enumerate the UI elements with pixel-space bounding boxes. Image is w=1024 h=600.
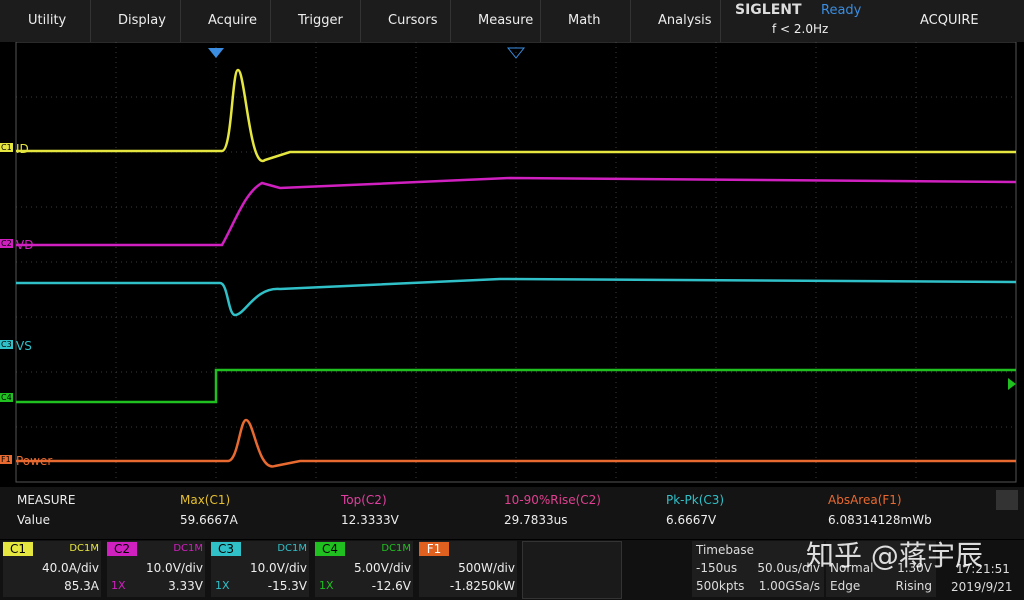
trace-c1 xyxy=(16,68,1016,162)
timebase-points: 500kpts xyxy=(696,579,745,593)
grid-border xyxy=(15,42,1017,483)
brand: SIGLENT xyxy=(735,2,802,18)
cursor-pad xyxy=(522,541,622,599)
trace-c3 xyxy=(16,277,1017,317)
channel-probe: 1X xyxy=(215,579,230,592)
watermark: 知乎 @蒋宇辰 xyxy=(806,539,983,572)
trace-c4 xyxy=(16,368,1016,404)
measure-name: 10-90%Rise(C2) xyxy=(504,493,601,507)
trigger-level: 1.30V xyxy=(897,561,932,575)
channel-scale: 40.0A/div xyxy=(41,561,99,575)
trace-label: ID xyxy=(16,142,29,156)
menu-divider xyxy=(274,0,361,42)
menu-item[interactable]: Display xyxy=(118,13,166,28)
channel-coupling: DC1M xyxy=(277,543,307,554)
channel-coupling: DC1M xyxy=(381,543,411,554)
trace-marker: F1 xyxy=(0,455,12,464)
trace-f1 xyxy=(16,418,1016,468)
trace-label: Power xyxy=(16,454,53,468)
channel-box[interactable]: F1 500W/div -1.8250kW xyxy=(419,541,517,597)
trigger-type: Edge xyxy=(830,579,861,593)
menu-divider xyxy=(544,0,631,42)
channel-coupling: DC1M xyxy=(69,543,99,554)
channel-offset: -15.3V xyxy=(267,579,307,593)
channel-name: C1 xyxy=(3,542,33,556)
waveform-screen xyxy=(15,42,1017,483)
menu-item[interactable]: Analysis xyxy=(658,13,712,28)
measure-value: 6.08314128mWb xyxy=(828,513,932,527)
trigger-level xyxy=(1008,378,1016,390)
timebase-title: Timebase xyxy=(696,543,754,557)
channel-name: C4 xyxy=(315,542,345,556)
channel-scale: 5.00V/div xyxy=(353,561,411,575)
trace-marker: C2 xyxy=(0,239,13,248)
channel-coupling: DC1M xyxy=(173,543,203,554)
menu-divider xyxy=(184,0,271,42)
menu-item[interactable]: Trigger xyxy=(298,13,343,28)
close-button[interactable] xyxy=(996,490,1018,510)
measure-value: 12.3333V xyxy=(341,513,399,527)
menu-item[interactable]: Utility xyxy=(28,13,67,28)
trigger-position xyxy=(208,48,224,58)
menu-divider xyxy=(364,0,451,42)
timebase-scale: 50.0us/div xyxy=(757,561,820,575)
menu-bar: Utility Display Acquire Trigger Cursors Measu… xyxy=(0,0,1024,42)
delay-marker xyxy=(506,47,526,59)
trigger-box[interactable]: Normal 1.30V Edge Rising xyxy=(826,541,936,597)
menu-divider xyxy=(94,0,181,42)
menu-divider xyxy=(454,0,541,42)
menu-item[interactable]: Math xyxy=(568,13,601,28)
channel-probe: 1X xyxy=(111,579,126,592)
trigger-mode: Normal xyxy=(830,561,874,575)
measure-name: Pk-Pk(C3) xyxy=(666,493,725,507)
timebase-box[interactable]: Timebase -150us 50.0us/div 500kpts 1.00GSa/s xyxy=(692,541,824,597)
channel-name: C3 xyxy=(211,542,241,556)
menu-item[interactable]: Cursors xyxy=(388,13,438,28)
measure-panel: MEASURE Value Max(C1) 59.6667A Top(C2) 12.333… xyxy=(0,487,1024,539)
trace-marker: C3 xyxy=(0,340,13,349)
channel-box[interactable]: C2 DC1M 10.0V/div 1X 3.33V xyxy=(107,541,205,597)
channel-offset: 85.3A xyxy=(64,579,99,593)
channel-scale: 10.0V/div xyxy=(145,561,203,575)
measure-value: 29.7833us xyxy=(504,513,568,527)
status-bar: C1 DC1M 40.0A/div 85.3A C2 DC1M 10.0V/div 1X 3.3… xyxy=(0,540,1024,600)
channel-name: C2 xyxy=(107,542,137,556)
measure-row-label: Value xyxy=(17,513,50,527)
channel-offset: -12.6V xyxy=(371,579,411,593)
channel-name: F1 xyxy=(419,542,449,556)
menu-item[interactable]: Measure xyxy=(478,13,534,28)
clock-time: 17:21:51 xyxy=(956,562,1010,576)
trigger-slope: Rising xyxy=(895,579,932,593)
measure-name: Max(C1) xyxy=(180,493,231,507)
timebase-delay: -150us xyxy=(696,561,738,575)
measure-name: Top(C2) xyxy=(341,493,387,507)
mode[interactable]: ACQUIRE xyxy=(920,13,979,28)
trace-label: VD xyxy=(16,238,34,252)
channel-scale: 500W/div xyxy=(458,561,515,575)
channel-scale: 10.0V/div xyxy=(249,561,307,575)
menu-divider xyxy=(634,0,721,42)
frequency: f < 2.0Hz xyxy=(772,22,829,36)
channel-box[interactable]: C3 DC1M 10.0V/div 1X -15.3V xyxy=(211,541,309,597)
channel-box[interactable]: C1 DC1M 40.0A/div 85.3A xyxy=(3,541,101,597)
menu-divider xyxy=(4,0,91,42)
trace-label: VS xyxy=(16,339,32,353)
grid xyxy=(16,42,1016,482)
channel-offset: -1.8250kW xyxy=(449,579,515,593)
channel-box[interactable]: C4 DC1M 5.00V/div 1X -12.6V xyxy=(315,541,413,597)
channel-offset: 3.33V xyxy=(168,579,203,593)
measure-name: AbsArea(F1) xyxy=(828,493,902,507)
measure-value: 6.6667V xyxy=(666,513,717,527)
trace-c2 xyxy=(16,176,1017,247)
status: Ready xyxy=(821,3,862,18)
trace-marker: C1 xyxy=(0,143,13,152)
menu-item[interactable]: Acquire xyxy=(208,13,257,28)
measure-title: MEASURE xyxy=(17,493,76,507)
channel-probe: 1X xyxy=(319,579,334,592)
trace-marker: C4 xyxy=(0,393,13,402)
timebase-rate: 1.00GSa/s xyxy=(758,579,820,593)
clock-date: 2019/9/21 xyxy=(951,580,1013,594)
measure-value: 59.6667A xyxy=(180,513,238,527)
